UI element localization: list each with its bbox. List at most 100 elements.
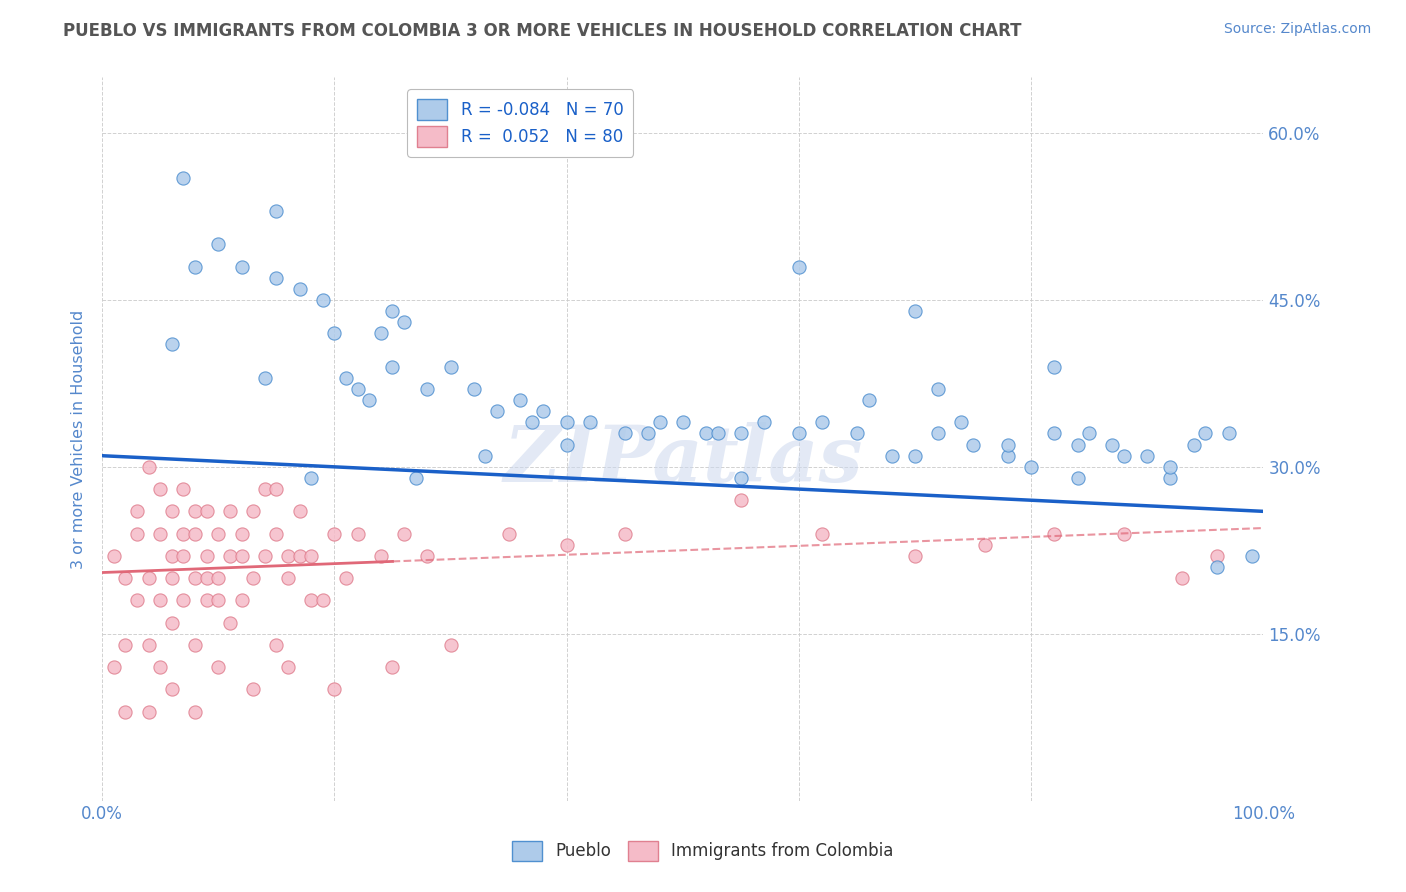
Point	[381, 304, 404, 318]
Point	[845, 426, 868, 441]
Point	[277, 571, 299, 585]
Point	[730, 426, 752, 441]
Point	[173, 482, 195, 496]
Point	[288, 282, 311, 296]
Point	[253, 482, 276, 496]
Point	[125, 526, 148, 541]
Point	[299, 549, 322, 563]
Point	[1101, 437, 1123, 451]
Point	[904, 304, 927, 318]
Point	[149, 660, 172, 674]
Point	[266, 270, 288, 285]
Point	[266, 526, 288, 541]
Point	[160, 571, 183, 585]
Point	[207, 660, 229, 674]
Point	[474, 449, 496, 463]
Point	[392, 315, 415, 329]
Point	[752, 415, 775, 429]
Point	[1019, 459, 1042, 474]
Point	[787, 426, 810, 441]
Point	[312, 593, 335, 607]
Point	[184, 526, 207, 541]
Point	[138, 459, 160, 474]
Point	[138, 571, 160, 585]
Point	[242, 571, 264, 585]
Point	[299, 593, 322, 607]
Point	[613, 426, 636, 441]
Point	[927, 426, 949, 441]
Point	[231, 260, 253, 274]
Legend: R = -0.084   N = 70, R =  0.052   N = 80: R = -0.084 N = 70, R = 0.052 N = 80	[408, 89, 633, 157]
Point	[637, 426, 659, 441]
Point	[1182, 437, 1205, 451]
Point	[858, 393, 880, 408]
Point	[439, 638, 461, 652]
Point	[277, 660, 299, 674]
Point	[997, 437, 1019, 451]
Point	[114, 571, 136, 585]
Point	[695, 426, 717, 441]
Point	[392, 526, 415, 541]
Point	[277, 549, 299, 563]
Point	[184, 705, 207, 719]
Point	[138, 705, 160, 719]
Point	[370, 549, 392, 563]
Point	[184, 260, 207, 274]
Point	[207, 237, 229, 252]
Point	[1066, 437, 1088, 451]
Point	[312, 293, 335, 307]
Point	[787, 260, 810, 274]
Point	[173, 593, 195, 607]
Point	[242, 504, 264, 518]
Point	[207, 526, 229, 541]
Point	[381, 660, 404, 674]
Text: PUEBLO VS IMMIGRANTS FROM COLOMBIA 3 OR MORE VEHICLES IN HOUSEHOLD CORRELATION C: PUEBLO VS IMMIGRANTS FROM COLOMBIA 3 OR …	[63, 22, 1022, 40]
Point	[231, 593, 253, 607]
Point	[962, 437, 984, 451]
Point	[1136, 449, 1159, 463]
Point	[880, 449, 903, 463]
Point	[1066, 471, 1088, 485]
Point	[1043, 359, 1066, 374]
Point	[405, 471, 427, 485]
Point	[253, 371, 276, 385]
Point	[555, 538, 578, 552]
Point	[439, 359, 461, 374]
Point	[184, 571, 207, 585]
Point	[555, 415, 578, 429]
Point	[103, 660, 125, 674]
Point	[811, 526, 834, 541]
Point	[1112, 449, 1135, 463]
Point	[114, 638, 136, 652]
Point	[613, 526, 636, 541]
Point	[335, 371, 357, 385]
Point	[184, 504, 207, 518]
Point	[125, 504, 148, 518]
Point	[195, 504, 218, 518]
Point	[173, 170, 195, 185]
Point	[231, 549, 253, 563]
Point	[114, 705, 136, 719]
Point	[335, 571, 357, 585]
Point	[1078, 426, 1101, 441]
Point	[997, 449, 1019, 463]
Point	[950, 415, 973, 429]
Point	[288, 549, 311, 563]
Point	[160, 337, 183, 351]
Point	[138, 638, 160, 652]
Point	[288, 504, 311, 518]
Point	[520, 415, 543, 429]
Point	[485, 404, 508, 418]
Point	[219, 615, 242, 630]
Point	[1194, 426, 1216, 441]
Point	[231, 526, 253, 541]
Point	[125, 593, 148, 607]
Point	[195, 571, 218, 585]
Point	[1112, 526, 1135, 541]
Point	[648, 415, 671, 429]
Text: Source: ZipAtlas.com: Source: ZipAtlas.com	[1223, 22, 1371, 37]
Point	[1171, 571, 1194, 585]
Text: ZIPatlas: ZIPatlas	[503, 423, 862, 499]
Point	[173, 549, 195, 563]
Point	[160, 615, 183, 630]
